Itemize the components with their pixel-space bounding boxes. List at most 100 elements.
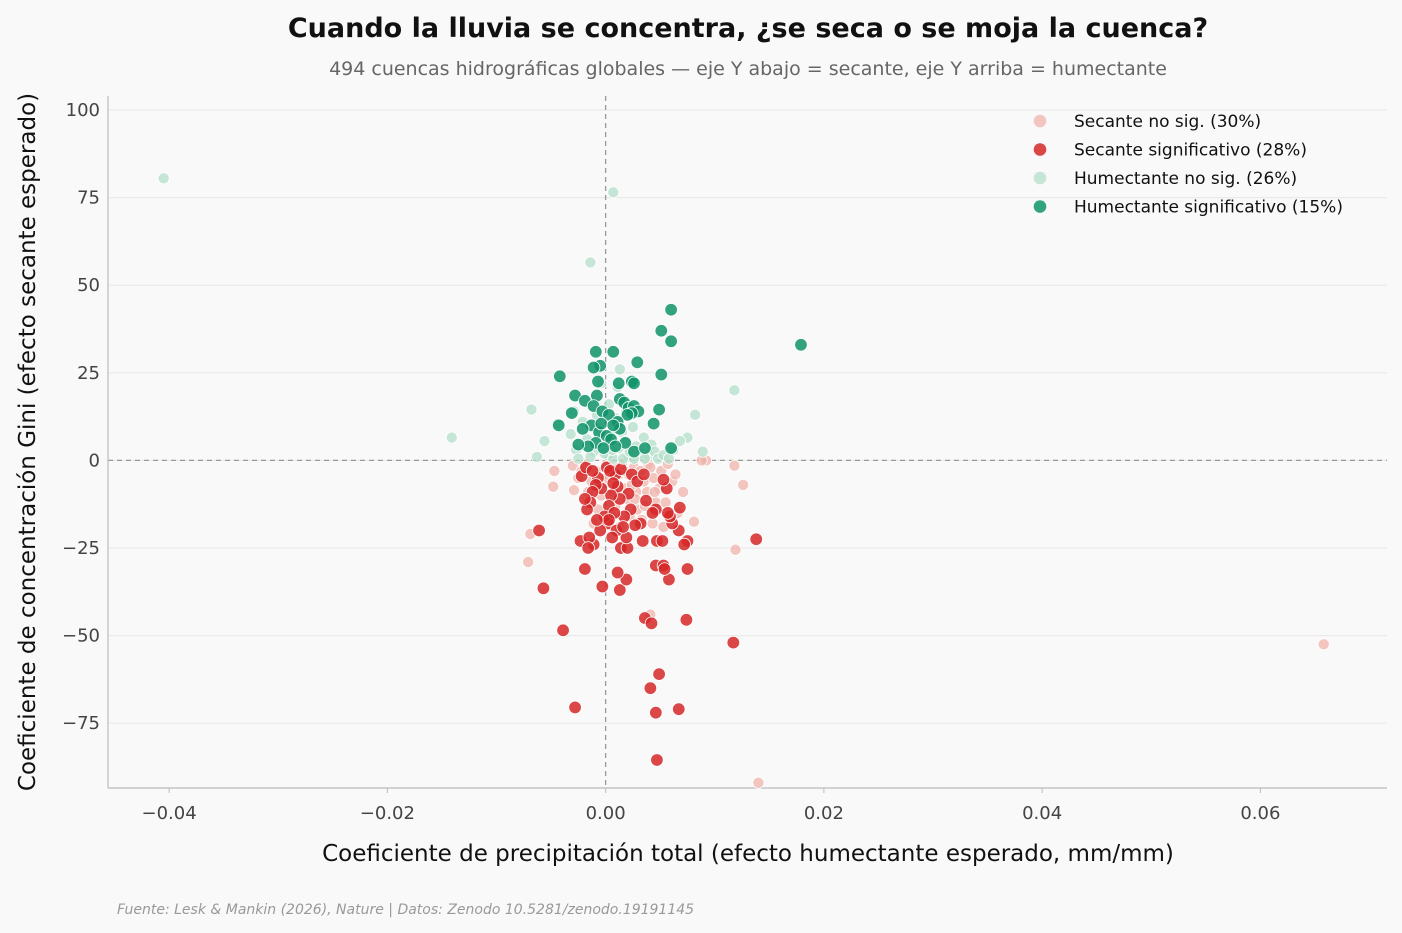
data-point <box>525 403 538 416</box>
data-point <box>567 484 580 497</box>
data-point <box>578 562 592 576</box>
y-tick-label: −25 <box>62 538 100 559</box>
data-point <box>548 464 561 477</box>
data-point <box>594 416 608 431</box>
data-point <box>636 534 650 548</box>
data-point <box>606 345 620 359</box>
data-point <box>564 428 577 441</box>
legend-marker <box>1033 114 1047 128</box>
legend-marker <box>1033 200 1047 213</box>
data-point <box>522 556 535 569</box>
data-point <box>688 515 701 528</box>
data-point <box>672 702 686 716</box>
data-point <box>752 776 765 789</box>
data-point <box>664 441 678 455</box>
data-point <box>637 467 651 482</box>
data-point <box>581 541 595 555</box>
data-point <box>538 435 551 448</box>
data-point <box>530 450 543 463</box>
data-point <box>578 492 592 506</box>
data-point <box>696 445 709 458</box>
data-point <box>749 532 763 546</box>
y-tick-label: 0 <box>89 450 100 471</box>
data-point <box>638 441 652 455</box>
data-point <box>602 513 616 527</box>
data-point <box>648 485 661 498</box>
data-point <box>654 324 668 338</box>
grid-lines <box>108 109 1387 724</box>
series-secante_sig <box>532 460 763 767</box>
x-tick-label: −0.04 <box>142 803 197 824</box>
data-point <box>605 530 619 545</box>
tick-labels: 100 75 50 25 0 −25 −50 −75 −0.04 −0.02 0.00 0.02 0.0… <box>62 100 1280 824</box>
x-tick-label: −0.02 <box>360 803 415 824</box>
data-point <box>157 172 170 185</box>
data-point <box>585 464 600 478</box>
data-point <box>669 468 682 481</box>
data-point <box>606 418 620 433</box>
x-tick-label: 0.04 <box>1022 803 1062 824</box>
data-point <box>654 367 668 382</box>
data-point <box>679 613 694 627</box>
data-point <box>661 506 675 520</box>
data-point <box>626 421 639 434</box>
data-point <box>646 416 661 431</box>
data-point <box>794 338 808 352</box>
data-point <box>728 459 741 472</box>
data-point <box>571 437 586 452</box>
source-note: Fuente: Lesk & Mankin (2026), Nature | D… <box>117 902 694 918</box>
legend: Secante no sig. (30%) Secante significati… <box>1033 112 1343 218</box>
y-tick-label: 50 <box>77 275 100 296</box>
data-point <box>677 537 691 552</box>
y-axis-label: Coeficiente de concentración Gini (efect… <box>15 93 41 791</box>
legend-label: Secante significativo (28%) <box>1074 141 1307 161</box>
data-point <box>556 623 570 638</box>
data-point <box>655 534 670 548</box>
data-point <box>553 369 567 384</box>
y-tick-label: 100 <box>66 100 100 121</box>
data-point <box>677 485 690 498</box>
data-point <box>627 376 641 391</box>
data-point <box>657 562 672 576</box>
data-point <box>595 579 610 594</box>
data-point <box>613 363 626 376</box>
legend-label: Humectante no sig. (26%) <box>1074 169 1297 189</box>
data-point <box>589 345 603 359</box>
data-point <box>590 513 604 527</box>
data-point <box>584 450 597 463</box>
data-point <box>639 493 653 508</box>
data-point <box>1317 638 1330 651</box>
data-point <box>552 418 566 433</box>
y-tick-label: 75 <box>77 188 100 209</box>
data-point <box>565 406 579 420</box>
data-point <box>689 408 702 421</box>
data-point <box>645 506 660 520</box>
data-point <box>616 520 630 534</box>
data-point <box>606 476 620 490</box>
y-tick-label: −75 <box>62 713 100 734</box>
data-point <box>532 523 546 538</box>
data-point <box>568 700 582 715</box>
x-tick-label: 0.00 <box>586 803 626 824</box>
data-point <box>613 583 627 597</box>
data-point <box>664 303 678 317</box>
data-point <box>643 681 658 695</box>
x-tick-label: 0.06 <box>1240 803 1280 824</box>
data-point <box>729 543 742 556</box>
legend-marker <box>1033 171 1047 185</box>
data-point <box>673 500 687 515</box>
data-point <box>610 565 625 580</box>
y-tick-label: −50 <box>62 626 100 647</box>
data-point <box>680 562 695 576</box>
y-tick-label: 25 <box>77 363 100 384</box>
data-point <box>726 635 741 650</box>
data-point <box>591 374 605 389</box>
legend-marker <box>1033 143 1047 156</box>
data-point <box>608 439 623 454</box>
data-point <box>737 478 750 491</box>
data-point <box>673 435 686 448</box>
legend-label: Humectante significativo (15%) <box>1074 198 1343 218</box>
legend-label: Secante no sig. (30%) <box>1074 112 1261 132</box>
data-points <box>157 172 1330 789</box>
